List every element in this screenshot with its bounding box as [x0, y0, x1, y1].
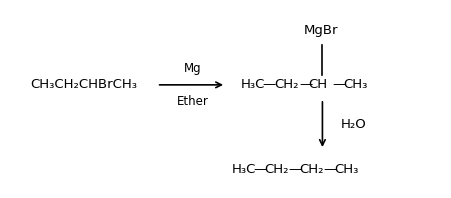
Text: CH: CH — [308, 78, 327, 91]
Text: —: — — [332, 78, 345, 91]
Text: MgBr: MgBr — [304, 24, 338, 37]
Text: CH₂: CH₂ — [274, 78, 298, 91]
Text: CH₃CH₂CHBrCH₃: CH₃CH₂CHBrCH₃ — [30, 78, 137, 91]
Text: —: — — [253, 163, 267, 176]
Text: H₃C: H₃C — [240, 78, 265, 91]
Text: CH₃: CH₃ — [343, 78, 367, 91]
Text: —: — — [288, 163, 301, 176]
Text: CH₂: CH₂ — [263, 163, 288, 176]
Text: CH₃: CH₃ — [333, 163, 358, 176]
Text: CH₂: CH₂ — [298, 163, 323, 176]
Text: Ether: Ether — [176, 95, 208, 108]
Text: —: — — [323, 163, 336, 176]
Text: —: — — [298, 78, 312, 91]
Text: H₂O: H₂O — [340, 118, 365, 131]
Text: H₃C: H₃C — [231, 163, 256, 176]
Text: Mg: Mg — [184, 62, 201, 75]
Text: —: — — [262, 78, 276, 91]
